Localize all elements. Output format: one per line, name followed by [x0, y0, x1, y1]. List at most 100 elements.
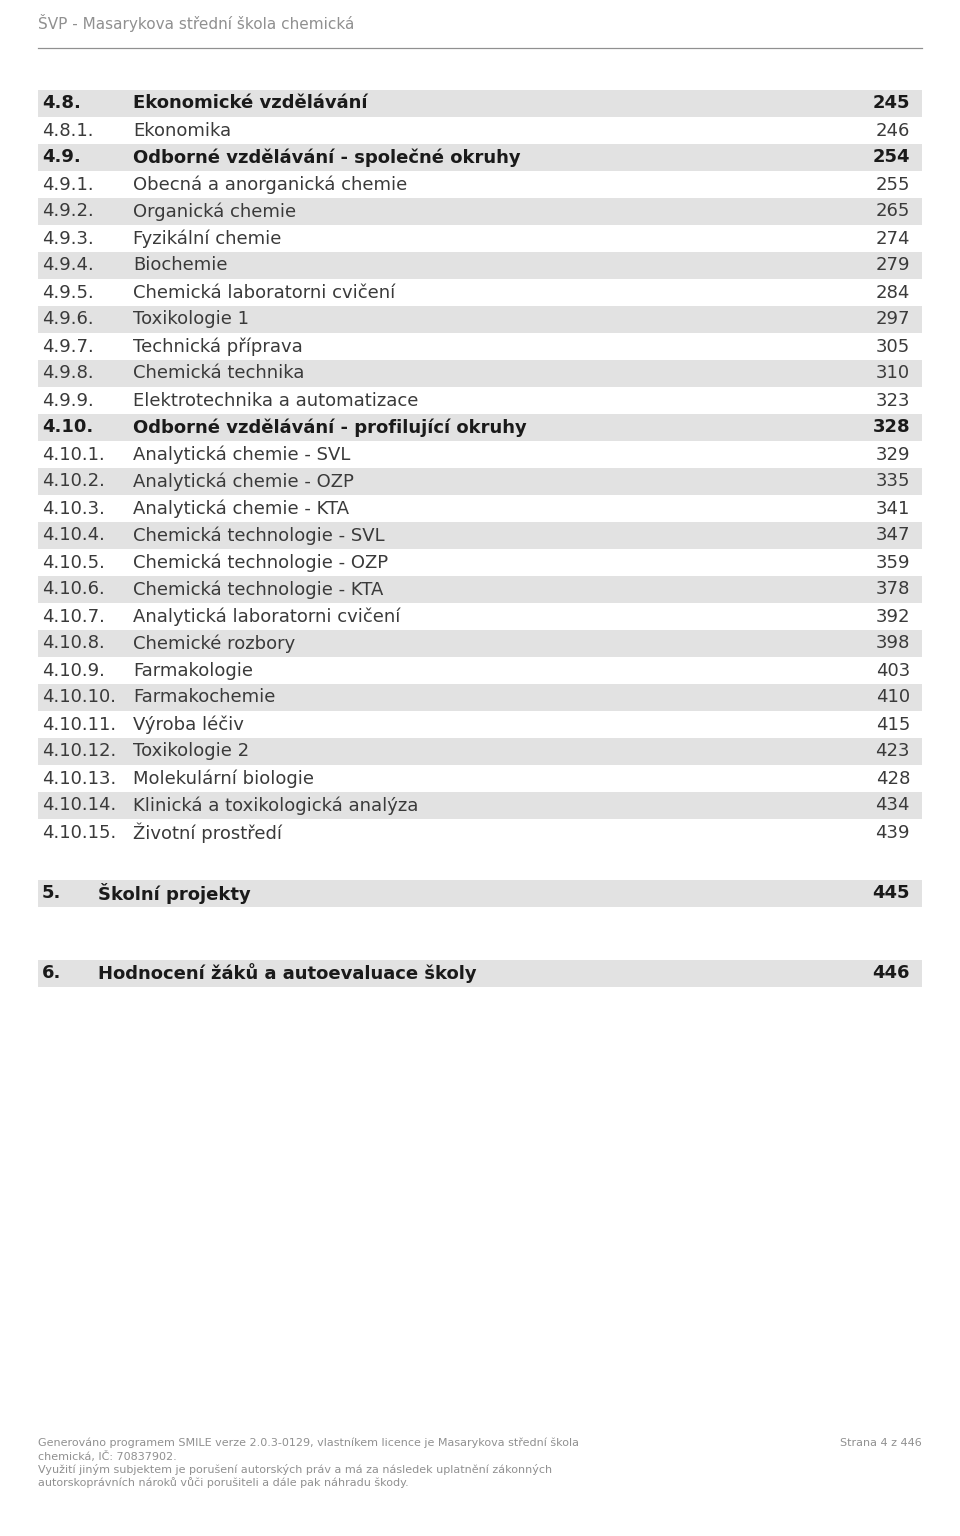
Text: 335: 335 — [876, 473, 910, 490]
Text: 4.10.3.: 4.10.3. — [42, 499, 105, 518]
Text: 6.: 6. — [42, 965, 61, 983]
Text: Molekulární biologie: Molekulární biologie — [133, 770, 314, 788]
Text: Chemické rozbory: Chemické rozbory — [133, 634, 296, 653]
Bar — [38, 684, 922, 711]
Text: Farmakochemie: Farmakochemie — [133, 688, 276, 707]
Bar — [38, 468, 922, 495]
Text: 4.8.1.: 4.8.1. — [42, 121, 93, 140]
Text: 4.10.11.: 4.10.11. — [42, 716, 116, 734]
Bar — [38, 522, 922, 548]
Text: 4.9.1.: 4.9.1. — [42, 175, 94, 194]
Text: 347: 347 — [876, 527, 910, 544]
Text: 4.9.4.: 4.9.4. — [42, 257, 94, 275]
Bar — [38, 960, 922, 988]
Text: 265: 265 — [876, 203, 910, 221]
Text: 446: 446 — [873, 965, 910, 983]
Text: Chemická technologie - OZP: Chemická technologie - OZP — [133, 553, 388, 571]
Text: 4.9.5.: 4.9.5. — [42, 284, 94, 301]
Text: Využití jiným subjektem je porušení autorských práv a má za následek uplatnění z: Využití jiným subjektem je porušení auto… — [38, 1464, 552, 1475]
Text: Obecná a anorganická chemie: Obecná a anorganická chemie — [133, 175, 407, 194]
Text: 428: 428 — [876, 770, 910, 788]
Text: 4.10.6.: 4.10.6. — [42, 581, 105, 599]
Text: 4.9.2.: 4.9.2. — [42, 203, 94, 221]
Bar — [38, 359, 922, 387]
Bar — [38, 793, 922, 819]
Bar — [38, 252, 922, 280]
Text: 4.10.13.: 4.10.13. — [42, 770, 116, 788]
Text: 310: 310 — [876, 364, 910, 382]
Text: Biochemie: Biochemie — [133, 257, 228, 275]
Text: 359: 359 — [876, 553, 910, 571]
Text: 284: 284 — [876, 284, 910, 301]
Text: 323: 323 — [876, 392, 910, 410]
Text: 423: 423 — [876, 742, 910, 760]
Bar — [38, 91, 922, 117]
Text: 398: 398 — [876, 634, 910, 653]
Text: 4.10.14.: 4.10.14. — [42, 797, 116, 814]
Text: Toxikologie 2: Toxikologie 2 — [133, 742, 250, 760]
Text: 4.10.: 4.10. — [42, 418, 93, 436]
Text: 4.9.7.: 4.9.7. — [42, 338, 94, 355]
Text: Elektrotechnika a automatizace: Elektrotechnika a automatizace — [133, 392, 419, 410]
Text: 279: 279 — [876, 257, 910, 275]
Text: Životní prostředí: Životní prostředí — [133, 822, 282, 843]
Bar — [38, 306, 922, 333]
Text: 274: 274 — [876, 229, 910, 247]
Text: 328: 328 — [873, 418, 910, 436]
Bar — [38, 630, 922, 657]
Text: autorskoprávních nároků vůči porušiteli a dále pak náhradu škody.: autorskoprávních nároků vůči porušiteli … — [38, 1478, 409, 1488]
Text: 4.10.15.: 4.10.15. — [42, 823, 116, 842]
Bar — [38, 198, 922, 224]
Text: Farmakologie: Farmakologie — [133, 662, 253, 679]
Text: 410: 410 — [876, 688, 910, 707]
Bar — [38, 880, 922, 906]
Text: Chemická technika: Chemická technika — [133, 364, 304, 382]
Text: 4.10.1.: 4.10.1. — [42, 445, 105, 464]
Text: Technická příprava: Technická příprava — [133, 338, 302, 356]
Text: Organická chemie: Organická chemie — [133, 203, 296, 221]
Text: 4.9.9.: 4.9.9. — [42, 392, 94, 410]
Text: 5.: 5. — [42, 885, 61, 903]
Text: 4.10.10.: 4.10.10. — [42, 688, 116, 707]
Text: Školní projekty: Školní projekty — [98, 883, 251, 905]
Text: Analytická chemie - SVL: Analytická chemie - SVL — [133, 445, 350, 464]
Text: Výroba léčiv: Výroba léčiv — [133, 716, 244, 734]
Text: 4.10.5.: 4.10.5. — [42, 553, 105, 571]
Text: Strana 4 z 446: Strana 4 z 446 — [840, 1438, 922, 1448]
Text: 4.9.6.: 4.9.6. — [42, 310, 94, 329]
Text: 4.10.2.: 4.10.2. — [42, 473, 105, 490]
Text: 415: 415 — [876, 716, 910, 734]
Text: 4.10.7.: 4.10.7. — [42, 608, 105, 625]
Text: 434: 434 — [876, 797, 910, 814]
Bar — [38, 737, 922, 765]
Text: 305: 305 — [876, 338, 910, 355]
Text: 445: 445 — [873, 885, 910, 903]
Text: 255: 255 — [876, 175, 910, 194]
Text: 403: 403 — [876, 662, 910, 679]
Text: 4.8.: 4.8. — [42, 95, 81, 112]
Text: 329: 329 — [876, 445, 910, 464]
Bar — [38, 415, 922, 441]
Text: 439: 439 — [876, 823, 910, 842]
Text: Odborné vzdělávání - společné okruhy: Odborné vzdělávání - společné okruhy — [133, 149, 520, 167]
Text: 392: 392 — [876, 608, 910, 625]
Text: 4.10.9.: 4.10.9. — [42, 662, 105, 679]
Bar — [38, 576, 922, 604]
Text: 4.9.: 4.9. — [42, 149, 81, 166]
Text: 4.10.8.: 4.10.8. — [42, 634, 105, 653]
Text: 341: 341 — [876, 499, 910, 518]
Text: Ekonomika: Ekonomika — [133, 121, 231, 140]
Text: Generováno programem SMILE verze 2.0.3-0129, vlastníkem licence je Masarykova st: Generováno programem SMILE verze 2.0.3-0… — [38, 1438, 579, 1448]
Text: 254: 254 — [873, 149, 910, 166]
Text: Toxikologie 1: Toxikologie 1 — [133, 310, 249, 329]
Text: 4.10.12.: 4.10.12. — [42, 742, 116, 760]
Text: Chemická laboratorni cvičení: Chemická laboratorni cvičení — [133, 284, 396, 301]
Bar — [38, 144, 922, 170]
Text: 246: 246 — [876, 121, 910, 140]
Text: Ekonomické vzdělávání: Ekonomické vzdělávání — [133, 95, 368, 112]
Text: Fyzikální chemie: Fyzikální chemie — [133, 229, 281, 247]
Text: Chemická technologie - KTA: Chemická technologie - KTA — [133, 581, 383, 599]
Text: 378: 378 — [876, 581, 910, 599]
Text: Analytická chemie - KTA: Analytická chemie - KTA — [133, 499, 349, 518]
Text: Hodnocení žáků a autoevaluace školy: Hodnocení žáků a autoevaluace školy — [98, 963, 476, 983]
